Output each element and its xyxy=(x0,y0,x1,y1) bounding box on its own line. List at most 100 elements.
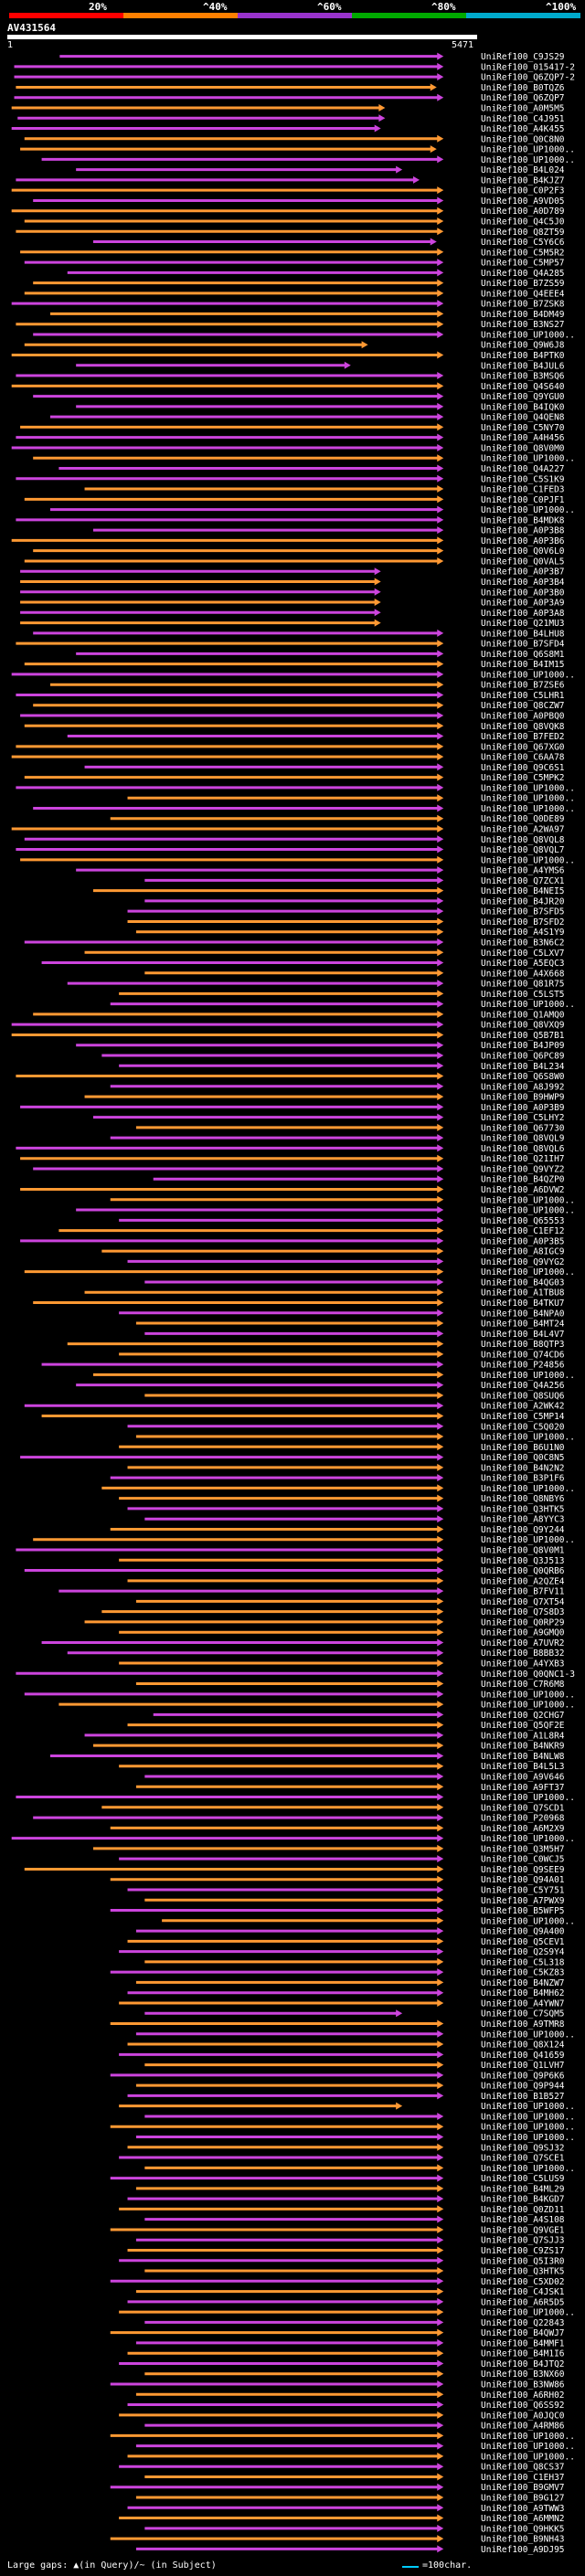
hit-label[interactable]: UniRef100_B3N6C2 xyxy=(481,938,565,948)
hit-label[interactable]: UniRef100_Q6ZQP7-2 xyxy=(481,73,575,83)
hit-label[interactable]: UniRef100_A0P3B5 xyxy=(481,1236,565,1246)
hit-label[interactable]: UniRef100_UP1000.. xyxy=(481,2133,575,2143)
hit-label[interactable]: UniRef100_Q8NBY6 xyxy=(481,1494,565,1504)
hit-label[interactable]: UniRef100_A1L8R4 xyxy=(481,1731,565,1741)
hit-label[interactable]: UniRef100_B7SFD4 xyxy=(481,640,565,650)
hit-label[interactable]: UniRef100_Q6S8M1 xyxy=(481,650,565,660)
hit-label[interactable]: UniRef100_Q7SCD1 xyxy=(481,1803,565,1813)
hit-label[interactable]: UniRef100_C5Y6C6 xyxy=(481,238,565,248)
hit-label[interactable]: UniRef100_B9HWP9 xyxy=(481,1093,565,1103)
hit-label[interactable]: UniRef100_Q4A227 xyxy=(481,464,565,474)
hit-label[interactable]: UniRef100_B4L4V7 xyxy=(481,1330,565,1340)
hit-label[interactable]: UniRef100_C5L318 xyxy=(481,1957,565,1967)
hit-label[interactable]: UniRef100_C4J951 xyxy=(481,114,565,124)
hit-label[interactable]: UniRef100_B4NEI5 xyxy=(481,886,565,896)
hit-label[interactable]: UniRef100_B4MDK8 xyxy=(481,515,565,525)
hit-label[interactable]: UniRef100_Q0ZD11 xyxy=(481,2205,565,2215)
hit-label[interactable]: UniRef100_Q5CEV1 xyxy=(481,1937,565,1947)
hit-label[interactable]: UniRef100_B4QG03 xyxy=(481,1277,565,1288)
hit-label[interactable]: UniRef100_015417-2 xyxy=(481,62,575,72)
hit-label[interactable]: UniRef100_Q21MU3 xyxy=(481,619,565,629)
hit-label[interactable]: UniRef100_A9FT37 xyxy=(481,1783,565,1793)
hit-label[interactable]: UniRef100_Q8V0M1 xyxy=(481,1546,565,1556)
hit-label[interactable]: UniRef100_B7FV11 xyxy=(481,1587,565,1597)
hit-label[interactable]: UniRef100_Q4A256 xyxy=(481,1381,565,1391)
hit-label[interactable]: UniRef100_Q0QRB6 xyxy=(481,1566,565,1576)
hit-label[interactable]: UniRef100_A4S1Y9 xyxy=(481,928,565,938)
hit-label[interactable]: UniRef100_UP1000.. xyxy=(481,330,575,340)
hit-label[interactable]: UniRef100_C5Y751 xyxy=(481,1885,565,1895)
hit-label[interactable]: UniRef100_B4M1I6 xyxy=(481,2349,565,2359)
hit-label[interactable]: UniRef100_C9ZS17 xyxy=(481,2246,565,2256)
hit-label[interactable]: UniRef100_Q7XT54 xyxy=(481,1597,565,1607)
hit-label[interactable]: UniRef100_B4IM15 xyxy=(481,660,565,670)
hit-label[interactable]: UniRef100_UP1000.. xyxy=(481,804,575,814)
hit-label[interactable]: UniRef100_A4X668 xyxy=(481,969,565,979)
hit-label[interactable]: UniRef100_UP1000.. xyxy=(481,2123,575,2133)
hit-label[interactable]: UniRef100_UP1000.. xyxy=(481,1267,575,1277)
hit-label[interactable]: UniRef100_Q81R75 xyxy=(481,980,565,990)
hit-label[interactable]: UniRef100_C5LXV7 xyxy=(481,949,565,959)
hit-label[interactable]: UniRef100_B7ZSK8 xyxy=(481,300,565,310)
hit-label[interactable]: UniRef100_A0P3A9 xyxy=(481,599,565,609)
hit-label[interactable]: UniRef100_B4LHU8 xyxy=(481,629,565,639)
hit-label[interactable]: UniRef100_C0WCJ5 xyxy=(481,1855,565,1865)
hit-label[interactable]: UniRef100_Q3HTK5 xyxy=(481,2267,565,2277)
hit-label[interactable]: UniRef100_B4MMF1 xyxy=(481,2338,565,2348)
hit-label[interactable]: UniRef100_A7PWX9 xyxy=(481,1896,565,1906)
hit-label[interactable]: UniRef100_A9V646 xyxy=(481,1772,565,1782)
hit-label[interactable]: UniRef100_A0M5M5 xyxy=(481,103,565,113)
hit-label[interactable]: UniRef100_Q8VQL9 xyxy=(481,1134,565,1144)
hit-label[interactable]: UniRef100_C5MP57 xyxy=(481,259,565,269)
hit-label[interactable]: UniRef100_Q1AMQ0 xyxy=(481,1010,565,1020)
hit-label[interactable]: UniRef100_C5LUS9 xyxy=(481,2174,565,2184)
hit-label[interactable]: UniRef100_C5S1K9 xyxy=(481,474,565,484)
hit-label[interactable]: UniRef100_UP1000.. xyxy=(481,1701,575,1711)
hit-label[interactable]: UniRef100_Q6PC89 xyxy=(481,1051,565,1061)
hit-label[interactable]: UniRef100_Q9A400 xyxy=(481,1927,565,1937)
hit-label[interactable]: UniRef100_A8YYC3 xyxy=(481,1515,565,1525)
hit-label[interactable]: UniRef100_A8J992 xyxy=(481,1082,565,1092)
hit-label[interactable]: UniRef100_Q4A285 xyxy=(481,269,565,279)
hit-label[interactable]: UniRef100_B4QZP0 xyxy=(481,1175,565,1185)
hit-label[interactable]: UniRef100_B4NLW8 xyxy=(481,1752,565,1762)
hit-label[interactable]: UniRef100_UP1000.. xyxy=(481,1195,575,1205)
hit-label[interactable]: UniRef100_A1TBU8 xyxy=(481,1288,565,1299)
hit-label[interactable]: UniRef100_Q8VQL6 xyxy=(481,1144,565,1154)
hit-label[interactable]: UniRef100_UP1000.. xyxy=(481,1690,575,1700)
hit-label[interactable]: UniRef100_UP1000.. xyxy=(481,145,575,155)
hit-label[interactable]: UniRef100_Q9P6K6 xyxy=(481,2071,565,2081)
hit-label[interactable]: UniRef100_UP1000.. xyxy=(481,2030,575,2040)
hit-label[interactable]: UniRef100_B4JTQ2 xyxy=(481,2359,565,2369)
hit-label[interactable]: UniRef100_C5KZ83 xyxy=(481,1968,565,1978)
hit-label[interactable]: UniRef100_A6MMN2 xyxy=(481,2514,565,2524)
hit-label[interactable]: UniRef100_A4RM86 xyxy=(481,2422,565,2432)
hit-label[interactable]: UniRef100_Q9W6J8 xyxy=(481,341,565,351)
hit-label[interactable]: UniRef100_Q0RP29 xyxy=(481,1617,565,1627)
hit-label[interactable]: UniRef100_C1EH37 xyxy=(481,2473,565,2483)
hit-label[interactable]: UniRef100_Q5B7B1 xyxy=(481,1031,565,1041)
hit-label[interactable]: UniRef100_Q65553 xyxy=(481,1216,565,1226)
hit-label[interactable]: UniRef100_C0PJF1 xyxy=(481,495,565,505)
hit-label[interactable]: UniRef100_B6U1N0 xyxy=(481,1443,565,1453)
hit-label[interactable]: UniRef100_UP1000.. xyxy=(481,670,575,680)
hit-label[interactable]: UniRef100_Q4QEN8 xyxy=(481,413,565,423)
hit-label[interactable]: UniRef100_Q0V6L0 xyxy=(481,546,565,557)
hit-label[interactable]: UniRef100_Q5I3R0 xyxy=(481,2256,565,2266)
hit-label[interactable]: UniRef100_A6DVW2 xyxy=(481,1185,565,1195)
hit-label[interactable]: UniRef100_UP1000.. xyxy=(481,454,575,464)
hit-label[interactable]: UniRef100_Q9HKK5 xyxy=(481,2524,565,2534)
hit-label[interactable]: UniRef100_C1EF12 xyxy=(481,1226,565,1236)
hit-label[interactable]: UniRef100_Q0QNC1-3 xyxy=(481,1670,575,1680)
hit-label[interactable]: UniRef100_UP1000.. xyxy=(481,2112,575,2122)
hit-label[interactable]: UniRef100_A6RH02 xyxy=(481,2390,565,2401)
hit-label[interactable]: UniRef100_B7ZS59 xyxy=(481,279,565,289)
hit-label[interactable]: UniRef100_Q94A01 xyxy=(481,1875,565,1885)
hit-label[interactable]: UniRef100_B4L234 xyxy=(481,1062,565,1072)
hit-label[interactable]: UniRef100_Q3M5H7 xyxy=(481,1844,565,1854)
hit-label[interactable]: UniRef100_Q2CHG7 xyxy=(481,1711,565,1721)
hit-label[interactable]: UniRef100_P24856 xyxy=(481,1361,565,1371)
hit-label[interactable]: UniRef100_A4YXB3 xyxy=(481,1659,565,1670)
hit-label[interactable]: UniRef100_B4JR20 xyxy=(481,896,565,906)
hit-label[interactable]: UniRef100_A2QZE4 xyxy=(481,1576,565,1586)
